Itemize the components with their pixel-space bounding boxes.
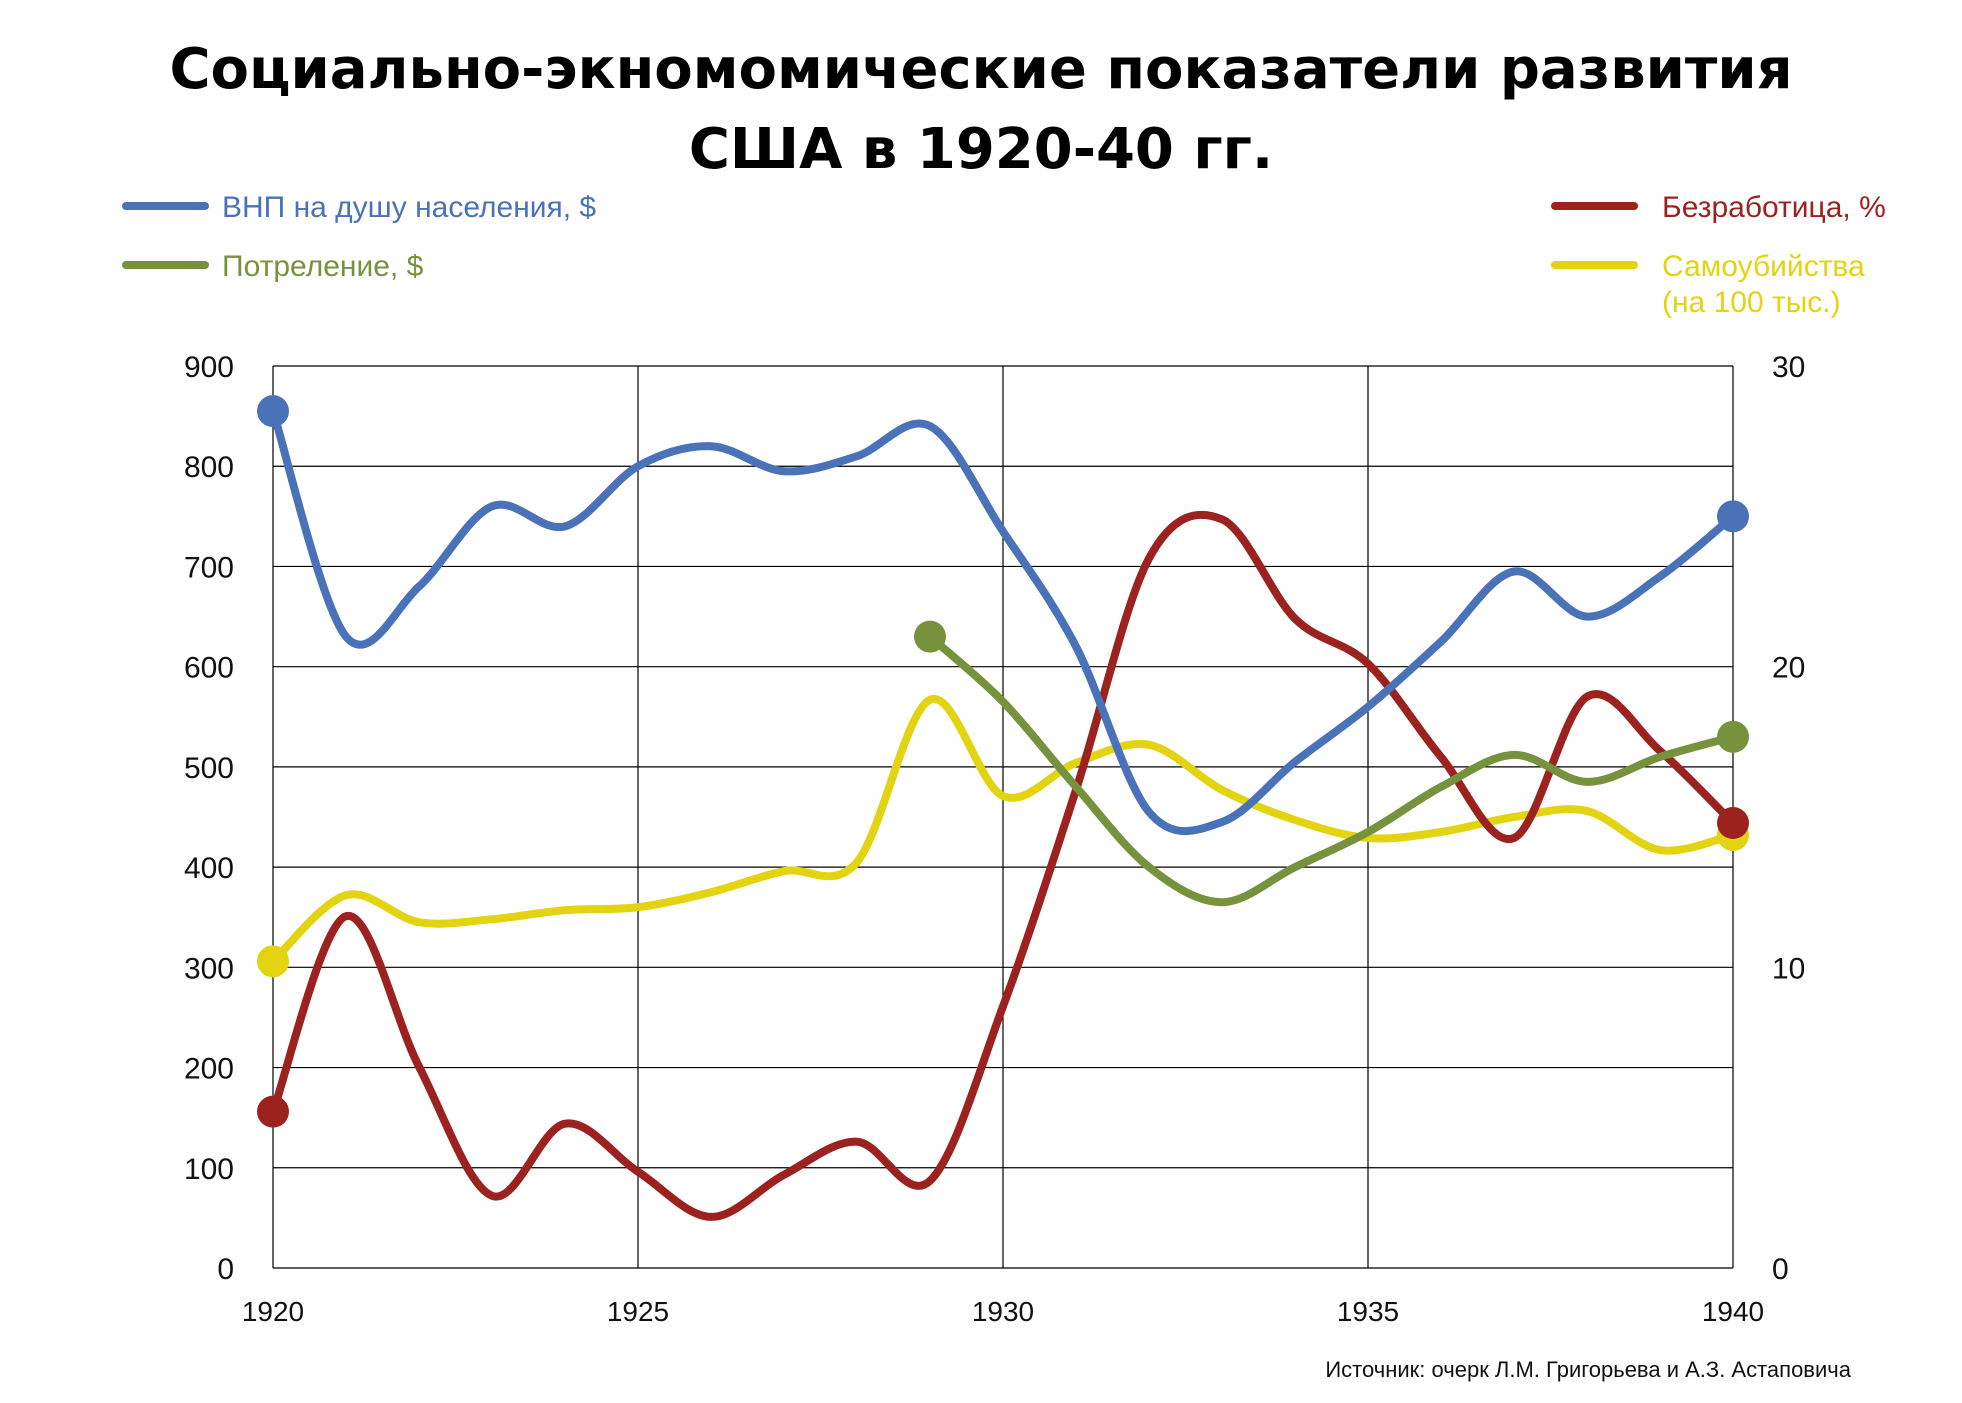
x-tick-label: 1925 xyxy=(607,1296,669,1327)
series-line-suicides xyxy=(269,695,1737,966)
legend-label-suicides: Самоубийства xyxy=(1662,250,1865,283)
series-marker-consumption-start xyxy=(914,620,946,653)
legend-label-unemployment: Безработица, % xyxy=(1662,191,1886,224)
y-left-tick-label: 600 xyxy=(184,652,234,685)
x-tick-label: 1930 xyxy=(972,1296,1034,1327)
series-line-consumption xyxy=(926,632,1737,907)
chart-title-line-1: Социально-экномомические показатели разв… xyxy=(169,37,1792,102)
series-marker-unemployment-end xyxy=(1717,807,1749,840)
series-line-unemployment xyxy=(269,510,1737,1221)
y-left-tick-label: 200 xyxy=(184,1053,234,1086)
y-left-tick-label: 100 xyxy=(184,1153,234,1186)
y-left-tick-label: 0 xyxy=(217,1253,234,1286)
x-tick-label: 1920 xyxy=(242,1296,304,1327)
y-right-tick-label: 0 xyxy=(1772,1253,1789,1286)
legend-label-gnp: ВНП на душу населения, $ xyxy=(222,191,596,224)
series-marker-consumption-end xyxy=(1717,720,1749,753)
y-right-tick-label: 10 xyxy=(1772,952,1805,985)
series-marker-gnp-end xyxy=(1717,500,1749,533)
legend: ВНП на душу населения, $ Потреление, $ Б… xyxy=(122,191,1886,319)
series-marker-suicides-start xyxy=(257,945,289,978)
legend-label-consumption: Потреление, $ xyxy=(222,250,424,283)
source-note: Источник: очерк Л.М. Григорьева и А.З. А… xyxy=(1325,1357,1851,1382)
y-right-tick-label: 30 xyxy=(1772,351,1805,384)
series-unemployment xyxy=(257,510,1749,1221)
y-left-tick-label: 900 xyxy=(184,351,234,384)
y-left-tick-label: 500 xyxy=(184,752,234,785)
x-tick-label: 1940 xyxy=(1702,1296,1764,1327)
series-marker-gnp-start xyxy=(257,395,289,428)
y-left-tick-label: 300 xyxy=(184,952,234,985)
y-left-tick-label: 400 xyxy=(184,852,234,885)
y-left-tick-label: 800 xyxy=(184,451,234,484)
series-gnp xyxy=(257,395,1749,836)
x-tick-label: 1935 xyxy=(1337,1296,1399,1327)
series xyxy=(257,395,1749,1221)
grid xyxy=(272,365,1734,1269)
legend-label-suicides-unit: (на 100 тыс.) xyxy=(1662,286,1841,319)
chart-title-line-2: США в 1920-40 гг. xyxy=(689,117,1273,182)
series-line-gnp xyxy=(269,407,1737,836)
y-left-tick-label: 700 xyxy=(184,551,234,584)
series-marker-unemployment-start xyxy=(257,1095,289,1128)
chart-title: Социально-экномомические показатели разв… xyxy=(169,37,1792,182)
y-right-tick-label: 20 xyxy=(1772,652,1805,685)
series-consumption xyxy=(914,620,1749,907)
